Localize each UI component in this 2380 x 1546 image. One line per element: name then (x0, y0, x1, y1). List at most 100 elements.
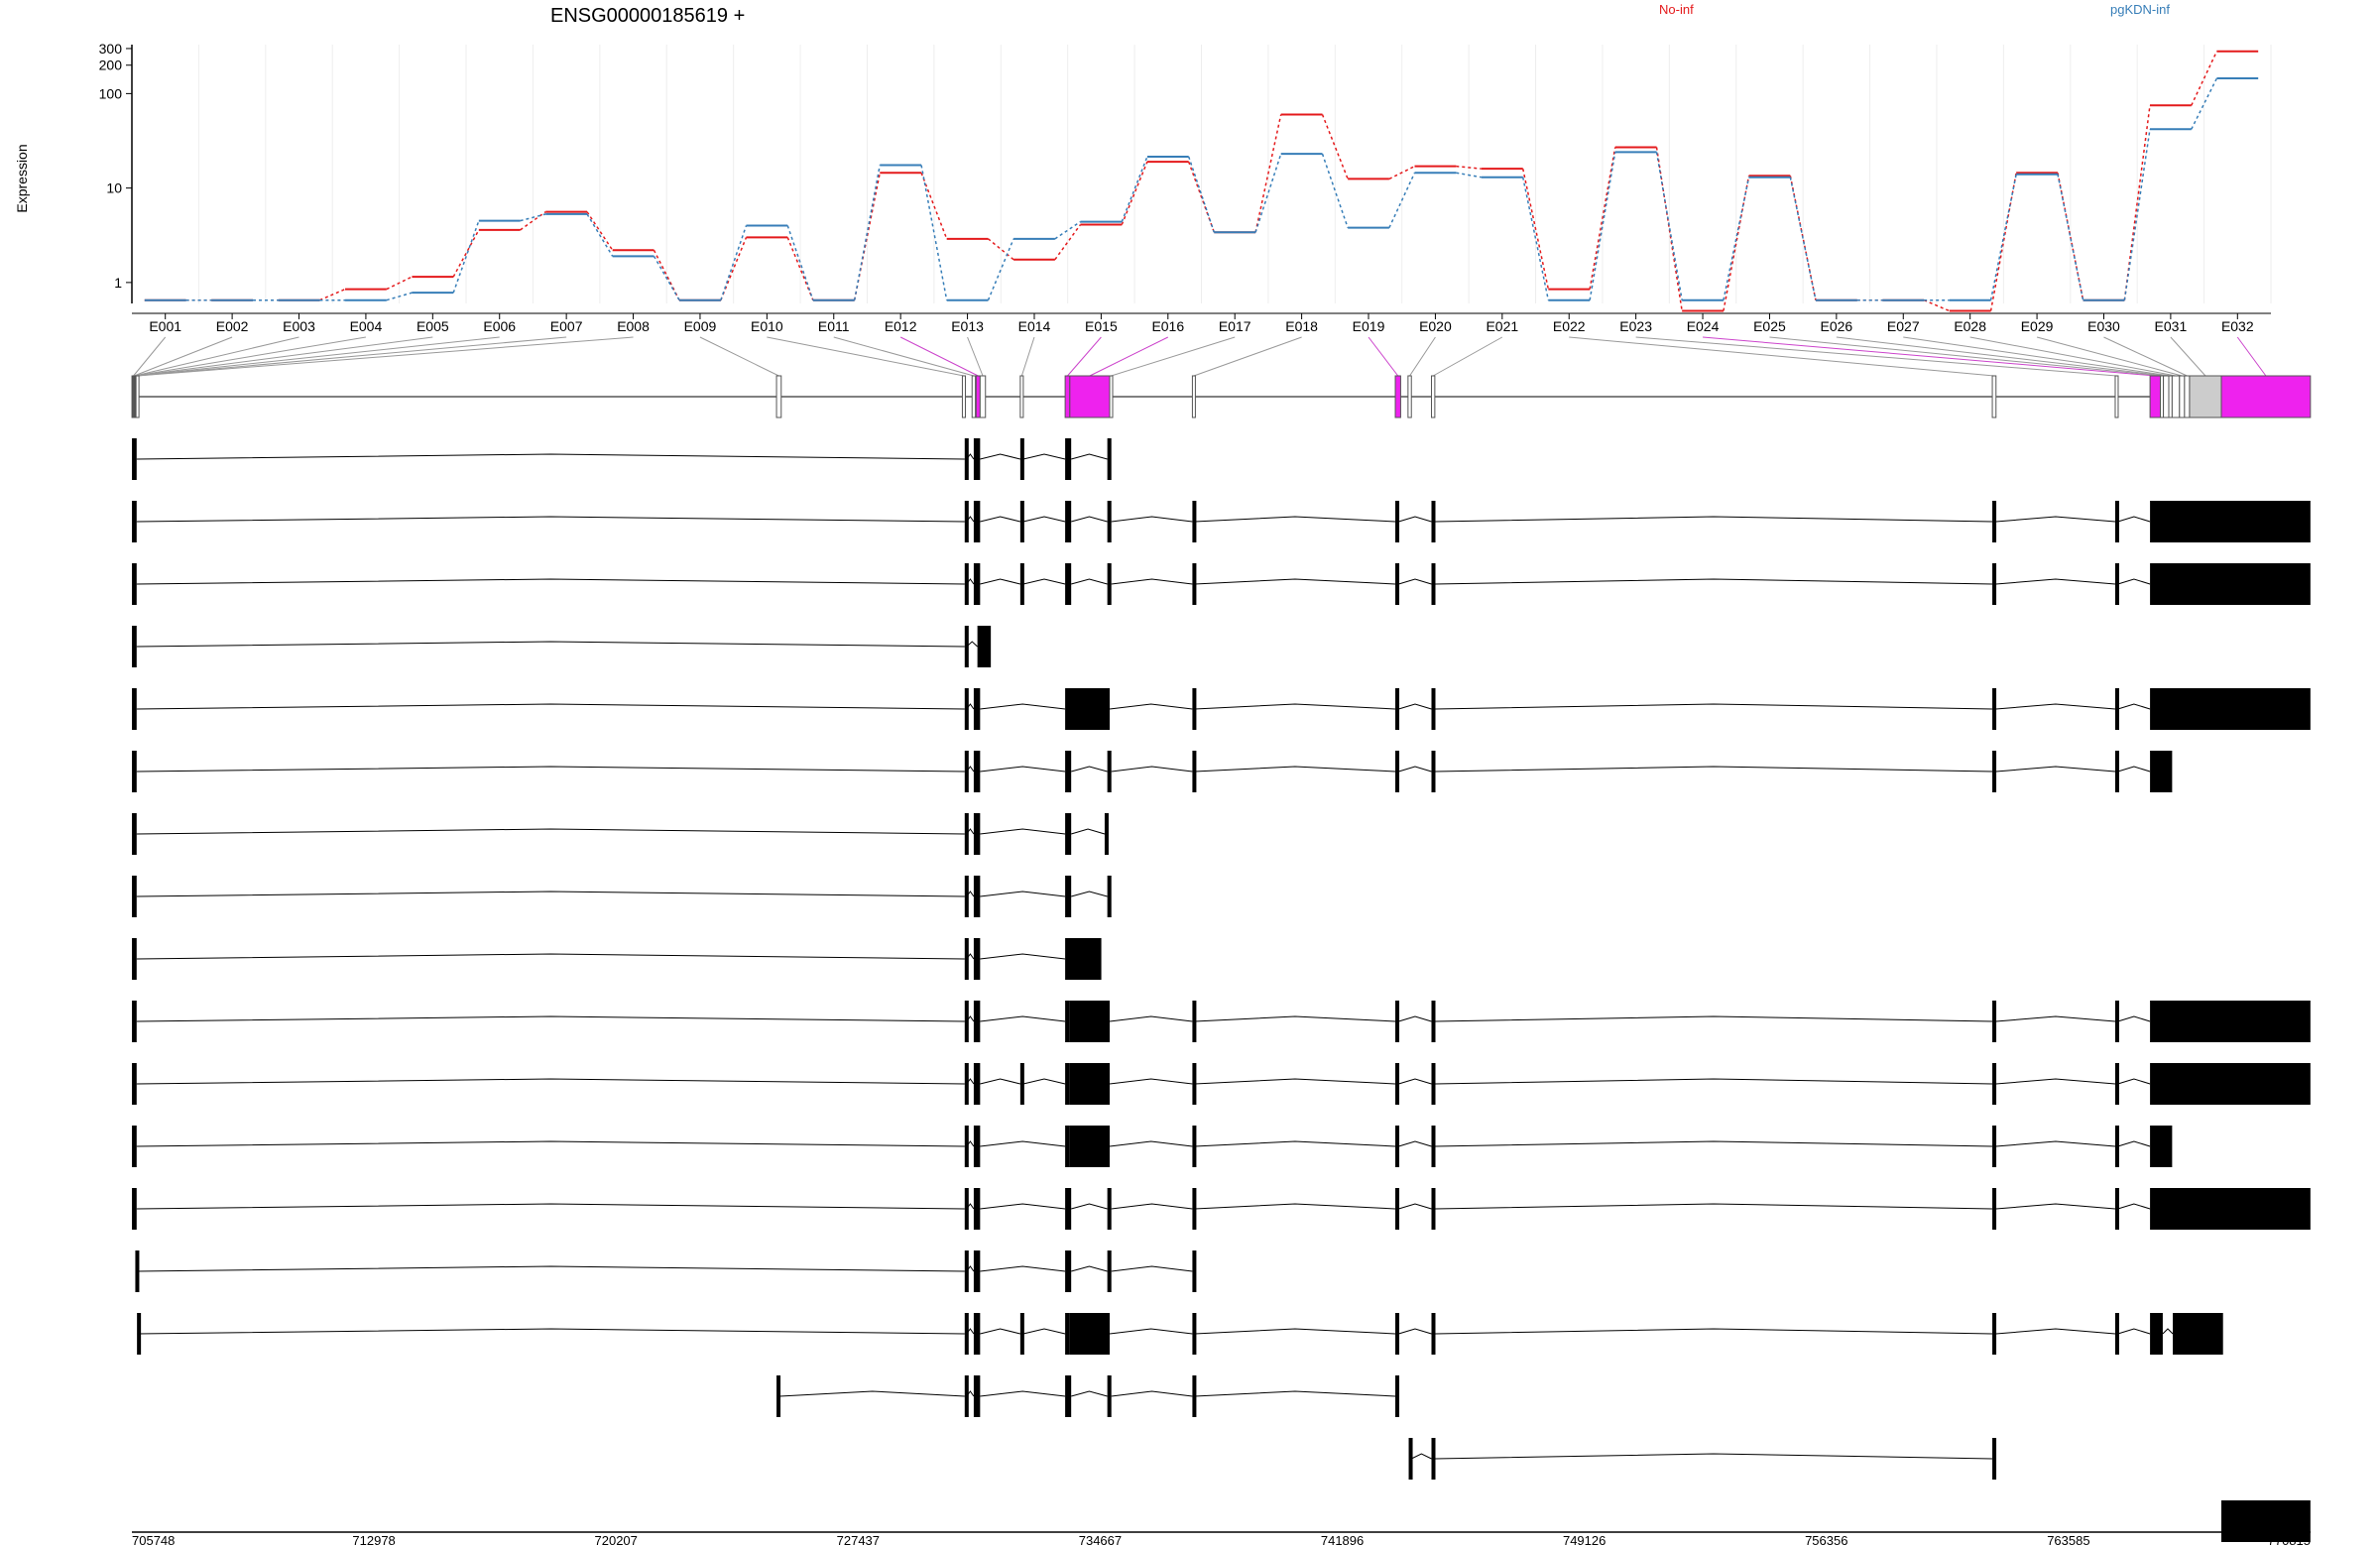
transcript-exon (2114, 1001, 2119, 1042)
expression-connector (452, 229, 480, 278)
intron (1022, 1328, 1066, 1335)
transcript-exon (132, 938, 137, 980)
transcript-exon (1395, 688, 1400, 730)
expression-connector (1388, 166, 1415, 180)
transcript-exon (973, 1375, 981, 1417)
exon-E032 (2220, 375, 2312, 418)
transcript-exon (1992, 1188, 1997, 1230)
intron (1111, 1265, 1193, 1272)
y-tick-label: 10 (106, 180, 122, 196)
intron (1194, 1140, 1396, 1147)
expression-connector (1589, 152, 1616, 300)
intron (2117, 516, 2151, 523)
transcript-14 (135, 1250, 1197, 1292)
intron (1071, 453, 1108, 460)
exon-E022 (1991, 375, 1997, 418)
transcript-exon (964, 501, 969, 542)
transcript-exon (973, 1250, 981, 1292)
exon-label-E005: E005 (416, 318, 449, 334)
transcript-exon (2150, 1313, 2163, 1355)
transcript-exon (1192, 563, 1197, 605)
transcript-8 (132, 876, 1112, 917)
intron (136, 1203, 965, 1210)
transcript-exon (1065, 1063, 1070, 1105)
intron (980, 1328, 1020, 1335)
exon-label-E007: E007 (550, 318, 583, 334)
exon-label-E031: E031 (2155, 318, 2188, 334)
transcript-exon (2114, 1126, 2119, 1167)
exon-label-E011: E011 (818, 318, 850, 334)
transcript-exon (1065, 1001, 1070, 1042)
exon-label-E001: E001 (149, 318, 181, 334)
exon-label-E010: E010 (751, 318, 783, 334)
intron (1434, 578, 1993, 585)
transcript-exon (132, 1063, 137, 1105)
transcript-exon (1065, 438, 1072, 480)
connector-E012 (899, 336, 979, 377)
exon-label-E013: E013 (951, 318, 984, 334)
transcript-exon (1069, 1001, 1111, 1042)
connector-E014 (1020, 336, 1035, 377)
transcript-exon (1395, 751, 1400, 792)
transcript-16 (776, 1375, 1400, 1417)
transcript-exon (2150, 688, 2311, 730)
transcript-exon (1395, 1063, 1400, 1105)
transcript-exon (973, 1001, 981, 1042)
exon-E020 (1407, 375, 1412, 418)
intron (1398, 1328, 1432, 1335)
intron (1398, 516, 1432, 523)
expression-connector (386, 276, 413, 291)
connector-E029 (2036, 336, 2183, 377)
transcript-exon (137, 1313, 142, 1355)
connector-E015 (1067, 336, 1102, 377)
transcript-exon (964, 1063, 969, 1105)
expression-connector (653, 255, 680, 301)
transcript-exon (1019, 501, 1024, 542)
transcript-exon (1431, 1188, 1436, 1230)
transcript-exon (973, 813, 981, 855)
connector-E031 (2170, 336, 2206, 377)
transcript-exon (964, 1375, 969, 1417)
intron (1411, 1453, 1432, 1460)
series-pgKDN-inf (144, 77, 2259, 301)
transcript-exon (1395, 501, 1400, 542)
connector-E003 (134, 336, 299, 377)
legend: No-inf pgKDN-inf (1659, 2, 2170, 17)
transcript-17 (1408, 1438, 1997, 1480)
intron (1434, 1453, 1993, 1460)
transcript-11 (132, 1063, 2311, 1105)
transcript-exon (964, 813, 969, 855)
transcript-6 (132, 751, 2173, 792)
expression-connector (1054, 224, 1082, 261)
chart-title: ENSG00000185619 + (550, 5, 745, 27)
connector-E005 (136, 336, 433, 377)
expression-connector (1388, 172, 1416, 228)
transcript-exon (132, 1126, 137, 1167)
expression-connector (520, 211, 546, 231)
connector-E028 (1969, 336, 2177, 377)
transcript-exon (1107, 563, 1112, 605)
exon-label-E021: E021 (1486, 318, 1518, 334)
transcript-exon (1431, 1313, 1436, 1355)
transcript-7 (132, 813, 1109, 855)
coordinate-tick-label: 720207 (595, 1533, 638, 1546)
intron (1111, 1203, 1193, 1210)
intron (2117, 703, 2151, 710)
transcript-exon (1192, 1126, 1197, 1167)
transcript-1 (132, 438, 1112, 480)
intron (136, 953, 965, 960)
expression-connector (586, 211, 614, 251)
connector-E027 (1903, 336, 2171, 377)
exon-label-E012: E012 (885, 318, 917, 334)
expression-connector (1456, 165, 1483, 170)
exon-label-E029: E029 (2021, 318, 2054, 334)
expression-connector (853, 165, 882, 300)
intron (1111, 766, 1193, 773)
intron (1398, 1015, 1432, 1022)
transcript-exon (1107, 751, 1112, 792)
connector-E026 (1836, 336, 2167, 377)
intron (980, 1265, 1066, 1272)
transcript-exon (2114, 751, 2119, 792)
transcripts (132, 438, 2311, 1542)
